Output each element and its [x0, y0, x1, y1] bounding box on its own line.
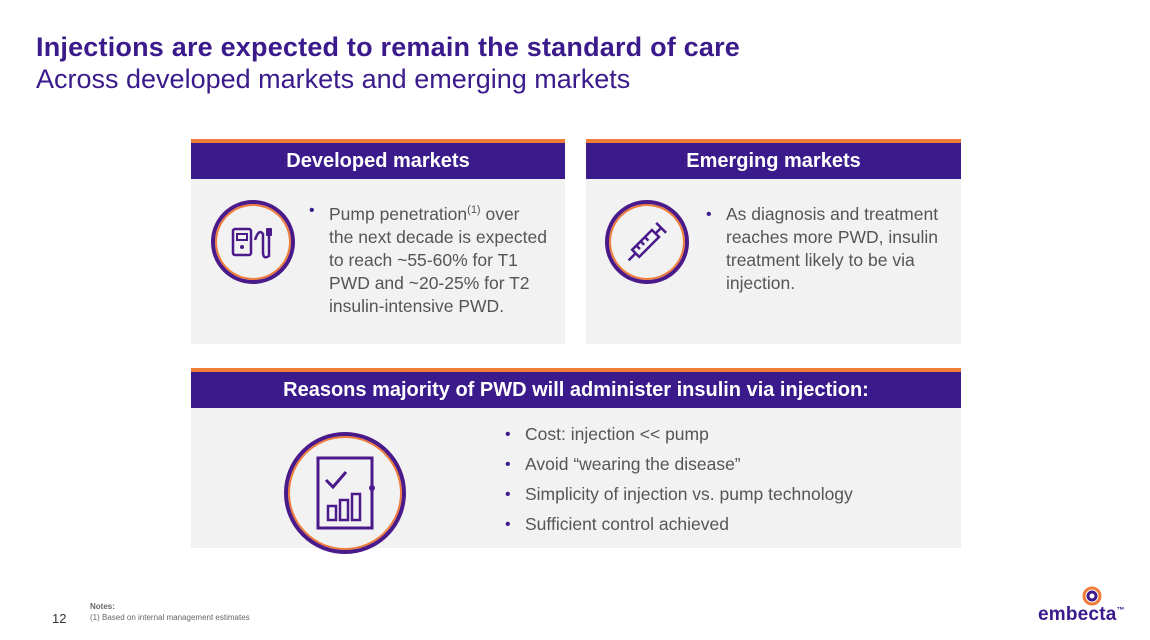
notes-label: Notes: — [90, 602, 115, 611]
reasons-card: Reasons majority of PWD will administer … — [191, 368, 961, 554]
page-number: 12 — [52, 611, 67, 626]
logo-trademark: ™ — [1116, 605, 1125, 615]
developed-markets-heading: Developed markets — [191, 139, 565, 179]
bullet-text: Pump penetration — [329, 203, 468, 224]
list-item: Sufficient control achieved — [503, 513, 943, 536]
page-title: Injections are expected to remain the st… — [36, 32, 741, 62]
footnote-ref: (1) — [467, 204, 481, 216]
insulin-pump-icon — [211, 200, 295, 284]
bullet-text-rest: over the next decade is expected to reac… — [329, 203, 547, 316]
chart-document-icon — [284, 432, 406, 554]
list-item: Cost: injection << pump — [503, 423, 943, 446]
embecta-logo: embecta™ — [1038, 585, 1128, 625]
list-item: Pump penetration(1) over the next decade… — [307, 199, 547, 318]
emerging-markets-card: Emerging markets As diagnosis and treatm… — [586, 139, 961, 344]
emerging-markets-bullets: As diagnosis and treatment reaches more … — [704, 203, 944, 295]
embecta-logo-icon — [1082, 586, 1102, 606]
page-subtitle: Across developed markets and emerging ma… — [36, 64, 631, 94]
note-1: (1) Based on internal management estimat… — [90, 613, 250, 622]
syringe-icon — [605, 200, 689, 284]
footnotes: Notes: (1) Based on internal management … — [90, 601, 250, 623]
emerging-markets-heading: Emerging markets — [586, 139, 961, 179]
logo-wordmark: embecta — [1038, 604, 1117, 625]
reasons-heading: Reasons majority of PWD will administer … — [191, 368, 961, 408]
list-item: As diagnosis and treatment reaches more … — [704, 203, 944, 295]
developed-markets-bullets: Pump penetration(1) over the next decade… — [307, 199, 547, 318]
list-item: Simplicity of injection vs. pump technol… — [503, 483, 943, 506]
list-item: Avoid “wearing the disease” — [503, 453, 943, 476]
developed-markets-card: Developed markets Pump penetration(1) ov… — [191, 139, 565, 344]
reasons-bullets: Cost: injection << pump Avoid “wearing t… — [503, 423, 943, 536]
logo-text: embecta™ — [1038, 604, 1125, 626]
